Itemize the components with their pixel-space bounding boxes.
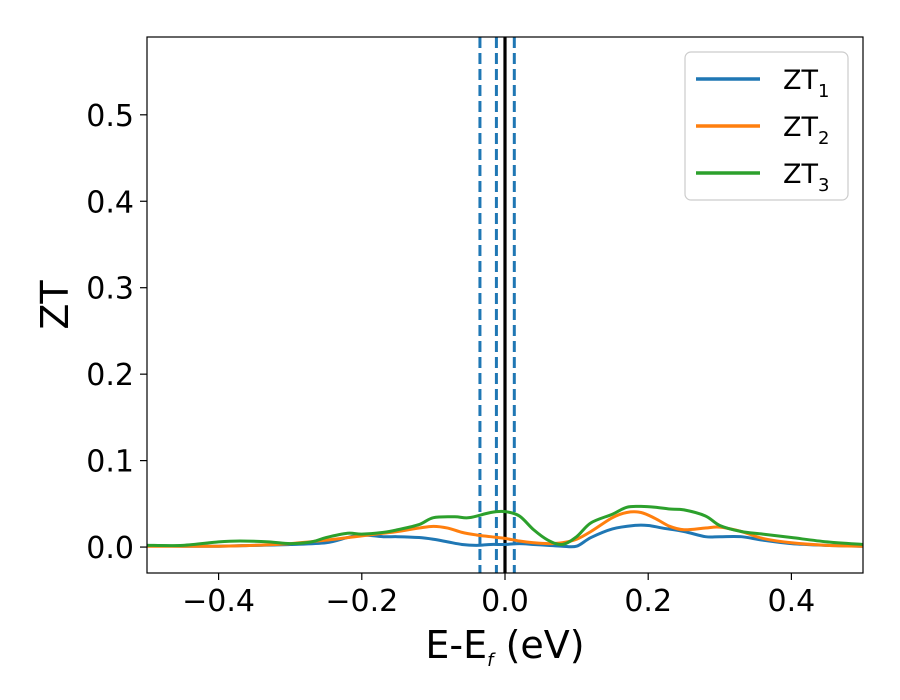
y-tick-label: 0.0 [86,531,134,566]
y-axis-label: ZT [33,280,77,330]
x-axis: −0.4 −0.2 0.0 0.2 0.4 [182,573,815,619]
reference-lines [478,37,516,573]
x-tick-label: −0.4 [182,584,255,619]
series-lines [147,504,863,549]
x-tick-label: 0.0 [481,584,529,619]
legend: ZT1 ZT2 ZT3 [684,51,849,201]
x-tick-label: 0.4 [768,584,816,619]
legend-label-zt3: ZT3 [783,159,829,196]
x-tick-label: −0.2 [325,584,398,619]
series-line-zt2 [147,510,863,548]
y-tick-label: 0.1 [86,445,134,480]
y-tick-label: 0.2 [86,358,134,393]
y-axis: 0.0 0.1 0.2 0.3 0.4 0.5 [86,99,147,566]
x-axis-label-unit: (eV) [493,623,584,667]
y-tick-label: 0.5 [86,99,134,134]
x-axis-label-sub: f [487,650,496,671]
x-axis-label: E-Ef (eV) [425,623,584,671]
legend-label-zt2: ZT2 [783,112,829,149]
y-tick-label: 0.3 [86,272,134,307]
x-axis-label-main: E-E [425,623,487,667]
x-tick-label: 0.2 [624,584,672,619]
legend-box [684,51,849,201]
series-line-zt3 [147,504,863,548]
y-tick-label: 0.4 [86,185,134,220]
legend-label-zt1: ZT1 [783,65,829,102]
